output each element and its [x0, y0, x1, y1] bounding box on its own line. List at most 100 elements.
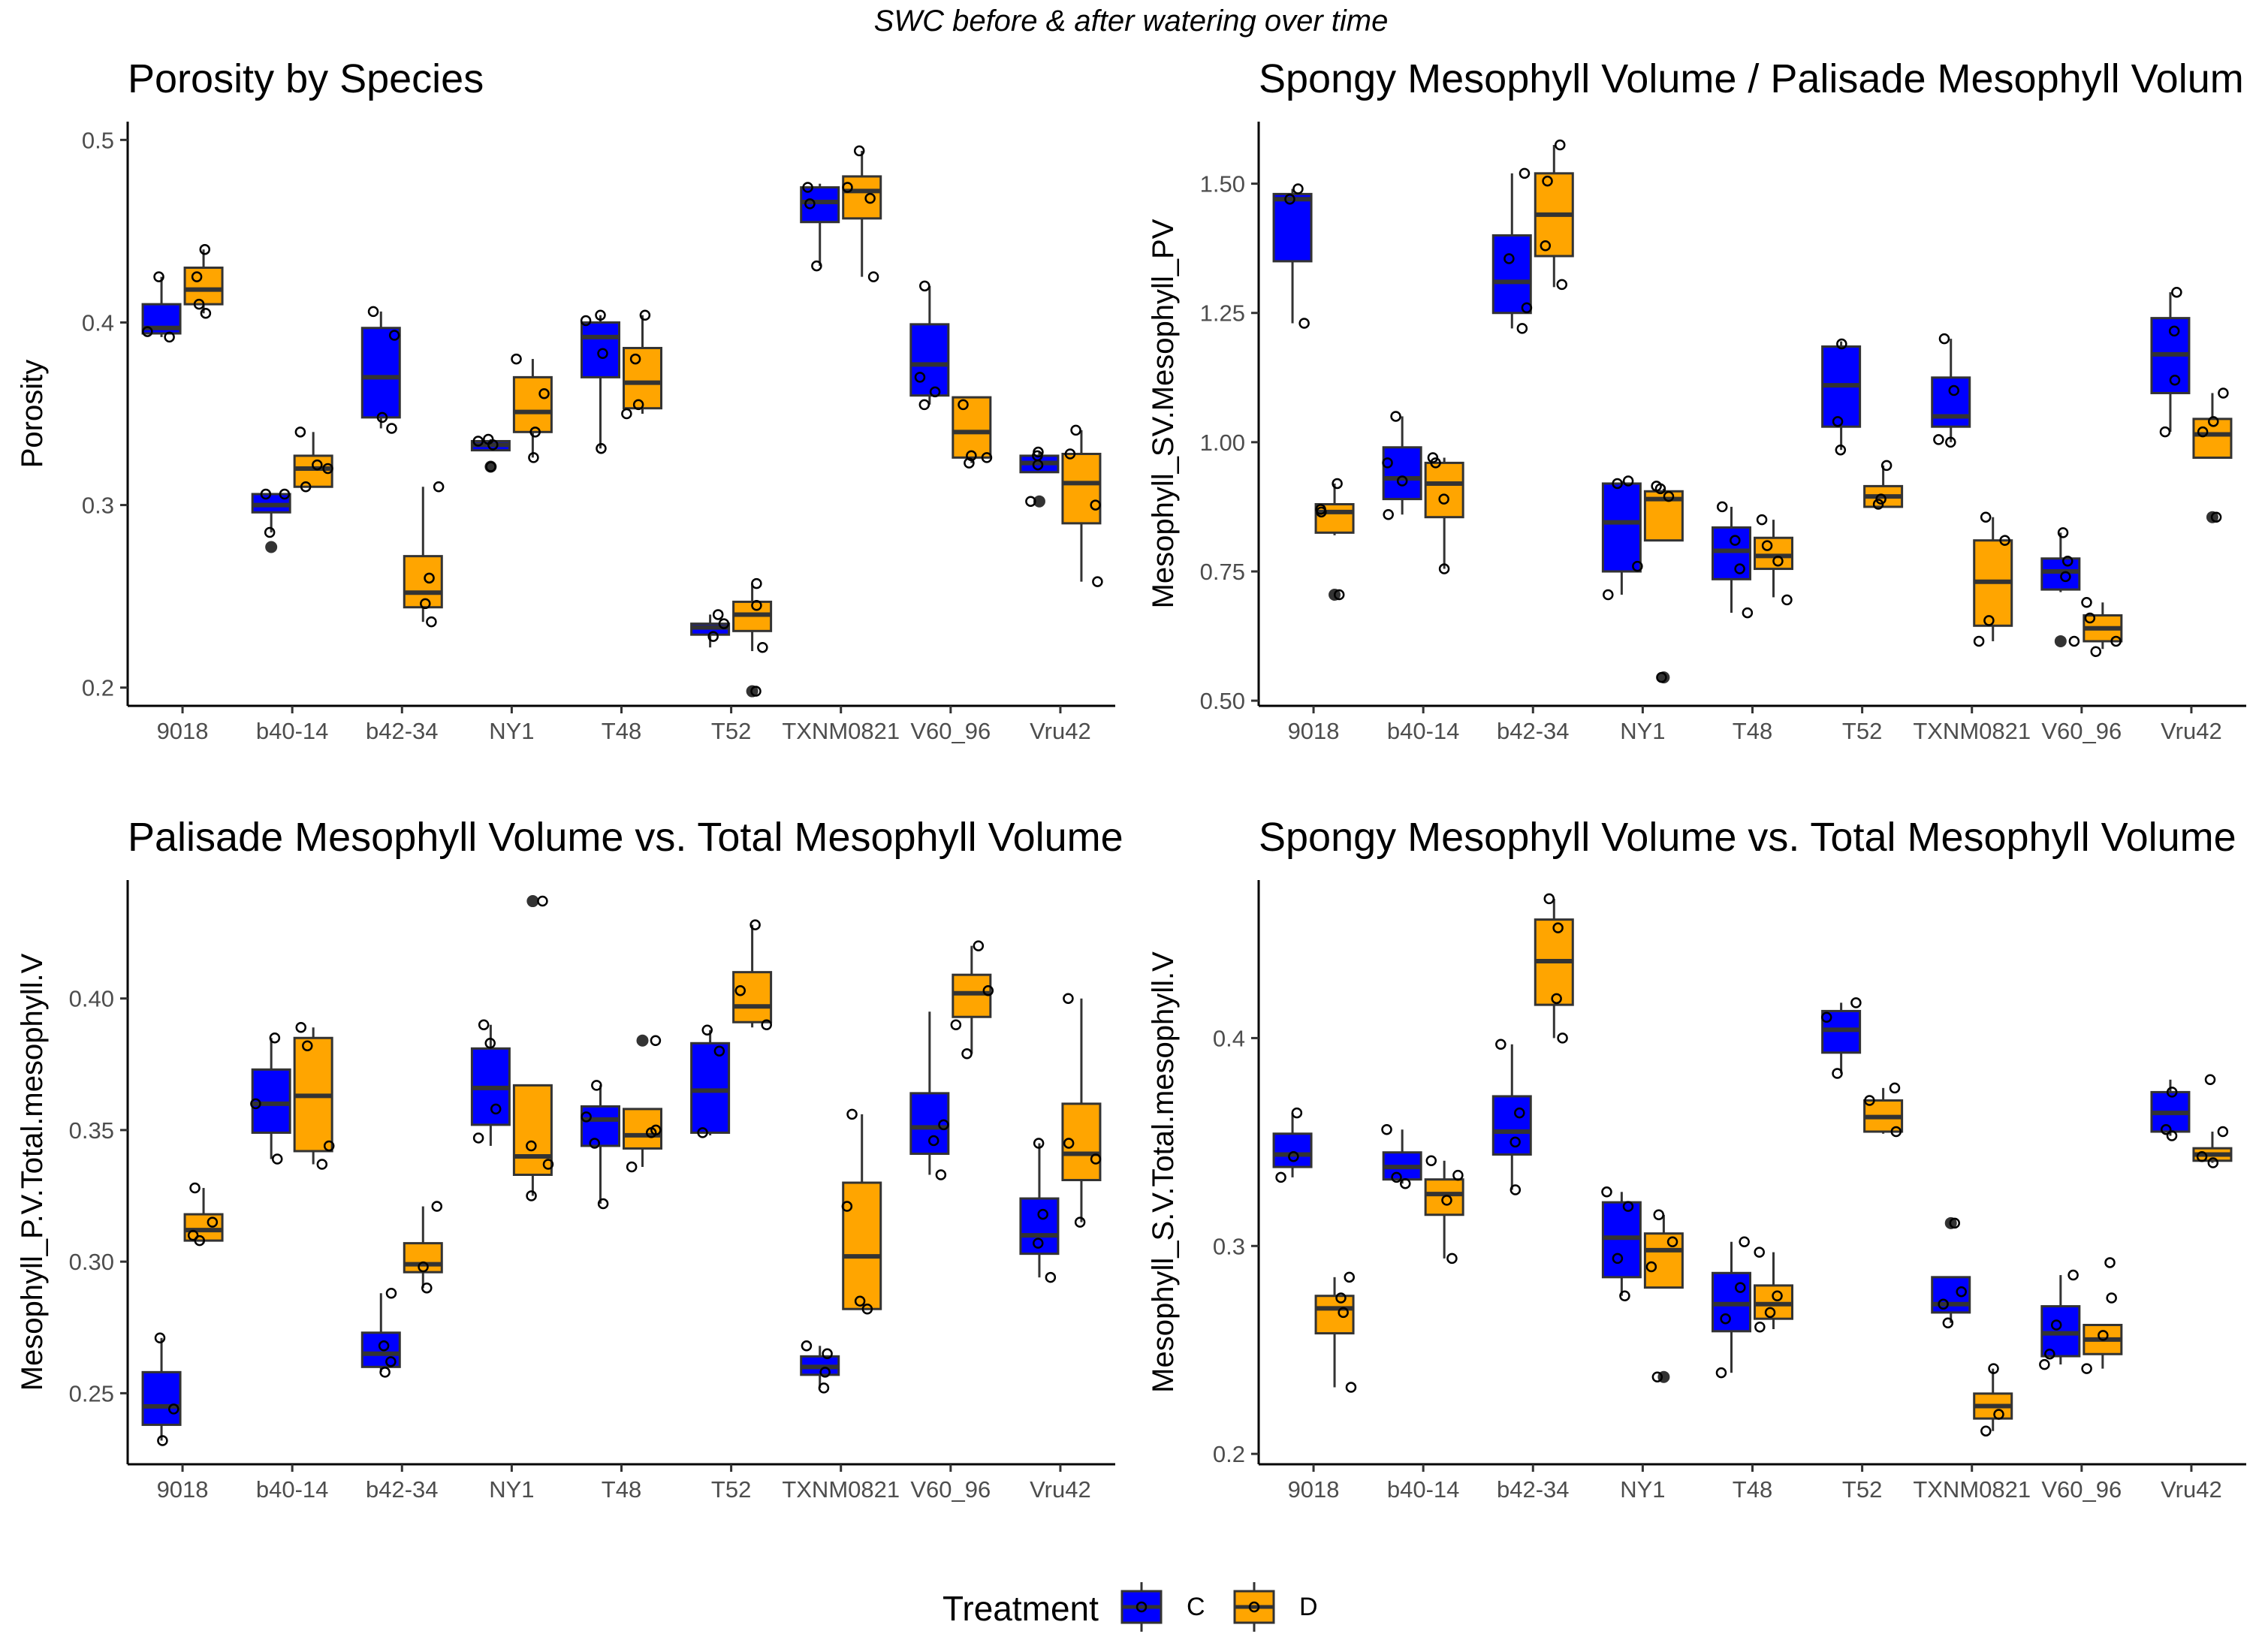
data-point — [2168, 325, 2180, 337]
data-point — [712, 609, 724, 620]
x-tick-label: T48 — [1733, 1476, 1772, 1502]
data-point — [421, 1282, 433, 1294]
data-point — [626, 1161, 638, 1173]
data-point — [2207, 1157, 2219, 1168]
data-point — [938, 1119, 949, 1131]
x-tick-label: T48 — [602, 718, 641, 743]
data-point — [482, 433, 494, 445]
data-point — [589, 1138, 600, 1149]
data-point — [490, 1103, 502, 1115]
data-point — [1938, 1298, 1949, 1310]
data-point — [2160, 1123, 2172, 1135]
data-point — [1632, 560, 1643, 572]
data-point — [822, 1348, 833, 1360]
box-9018-D — [1314, 502, 1355, 534]
x-tick-label: b42-34 — [1497, 718, 1570, 743]
data-point — [1820, 1011, 1832, 1023]
data-point — [1284, 194, 1295, 205]
y-axis-label: Mesophyll_SV.Mesophyll_PV — [1147, 219, 1180, 608]
data-point — [472, 436, 484, 447]
data-point — [1555, 139, 1566, 151]
data-point — [1557, 1032, 1568, 1044]
data-point — [1291, 1107, 1303, 1119]
data-point — [1074, 1216, 1086, 1228]
y-tick-label: 0.75 — [1200, 559, 1245, 585]
y-tick-label: 0.5 — [82, 127, 114, 153]
data-point — [632, 399, 644, 411]
data-point — [1603, 589, 1614, 601]
data-point — [1315, 504, 1326, 515]
data-point — [1993, 1409, 2004, 1420]
x-tick-label: Vru42 — [1030, 718, 1091, 743]
data-point — [1651, 481, 1662, 492]
data-point — [639, 309, 651, 321]
outlier-point — [2054, 635, 2067, 647]
box-V60_96-D — [952, 973, 992, 1018]
data-point — [2084, 612, 2096, 624]
data-point — [718, 618, 730, 629]
data-point — [378, 1340, 390, 1352]
data-point — [1503, 253, 1515, 264]
data-point — [629, 353, 641, 365]
data-point — [2197, 426, 2209, 438]
data-point — [2039, 1358, 2050, 1370]
data-point — [1551, 993, 1562, 1005]
outlier-point — [1033, 495, 1045, 508]
data-point — [1446, 1253, 1458, 1265]
x-tick-label: V60_96 — [2041, 718, 2122, 743]
data-point — [2210, 511, 2222, 523]
data-point — [1510, 1184, 1522, 1195]
data-point — [1427, 452, 1439, 463]
x-tick-label: TXNM0821 — [782, 718, 900, 743]
data-point — [367, 306, 379, 318]
data-point — [750, 686, 762, 697]
data-point — [749, 919, 761, 930]
x-tick-label: T52 — [711, 1476, 751, 1502]
data-point — [2057, 527, 2069, 538]
data-point — [250, 1098, 261, 1110]
data-point — [1983, 615, 1995, 626]
data-point — [697, 1127, 708, 1138]
data-point — [538, 388, 550, 399]
data-point — [420, 598, 431, 610]
x-tick-label: V60_96 — [910, 718, 991, 743]
panel-sv-pv-ratio: 0.50 0.75 1.00 1.25 1.50 Mesophyll_SV.Mesophy… — [1147, 122, 2246, 743]
data-point — [734, 984, 746, 996]
data-point — [1556, 279, 1568, 291]
panel-title-sv-total: Spongy Mesophyll Volume vs. Total Mesoph… — [1259, 815, 2236, 860]
data-point — [189, 1182, 201, 1194]
data-point — [861, 1303, 873, 1315]
data-point — [1332, 478, 1343, 490]
data-point — [2218, 387, 2229, 399]
data-point — [431, 1201, 443, 1212]
data-point — [935, 1169, 947, 1180]
data-point — [650, 1035, 662, 1047]
data-point — [1033, 1237, 1044, 1249]
data-point — [193, 298, 205, 310]
data-point — [751, 600, 762, 611]
data-point — [168, 1403, 179, 1415]
legend-key-c — [1120, 1582, 1163, 1632]
data-point — [1781, 594, 1793, 606]
data-point — [484, 1038, 496, 1049]
data-point — [650, 1124, 662, 1136]
data-point — [2081, 1363, 2092, 1374]
data-point — [511, 353, 522, 365]
box-T48-D — [623, 346, 662, 410]
data-point — [1510, 1136, 1521, 1148]
box-9018-D — [183, 1213, 224, 1242]
data-point — [1956, 1286, 1967, 1298]
data-point — [187, 1229, 199, 1241]
data-point — [1622, 1201, 1634, 1212]
data-point — [1288, 1150, 1299, 1162]
x-tick-label: 9018 — [157, 718, 209, 743]
data-point — [1298, 318, 1310, 329]
box-T52-D — [732, 971, 773, 1023]
data-point — [1333, 589, 1345, 601]
data-point — [1720, 1313, 1731, 1325]
data-point — [322, 463, 333, 475]
data-point — [1761, 540, 1773, 551]
data-point — [2090, 646, 2102, 657]
y-tick-label: 0.2 — [82, 675, 114, 701]
data-point — [2081, 597, 2092, 608]
